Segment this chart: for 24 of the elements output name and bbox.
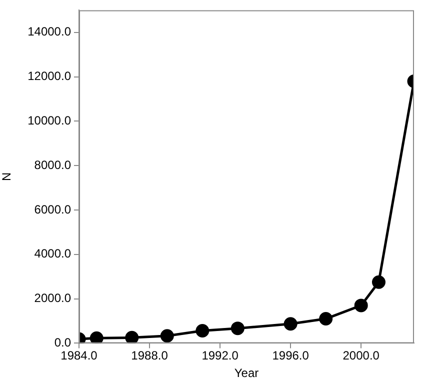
y-axis-title: N [0, 172, 14, 182]
point [354, 298, 368, 312]
point [196, 324, 210, 338]
point [284, 317, 298, 331]
x-axis-title: Year [234, 366, 259, 380]
point [125, 330, 139, 344]
y-tick-label: 0.0 [54, 336, 72, 350]
y-tick-label: 6000.0 [34, 202, 72, 216]
point [160, 329, 174, 343]
y-tick-label: 8000.0 [34, 158, 72, 172]
point [319, 312, 333, 326]
x-tick-label: 1996.0 [272, 348, 310, 363]
point [90, 331, 104, 344]
y-tick-label: 12000.0 [28, 69, 72, 84]
x-tick-label: 1992.0 [202, 348, 239, 363]
x-tick-label: 2000.0 [342, 348, 380, 363]
x-tick-label: 1984.0 [60, 348, 98, 363]
y-tick-label: 4000.0 [34, 246, 72, 261]
y-tick-label: 14000.0 [28, 24, 72, 39]
point [230, 322, 244, 336]
x-tick-label: 1988.0 [131, 348, 168, 363]
point [372, 275, 386, 289]
y-tick-label: 10000.0 [28, 114, 72, 128]
y-tick-label: 2000.0 [34, 291, 72, 306]
